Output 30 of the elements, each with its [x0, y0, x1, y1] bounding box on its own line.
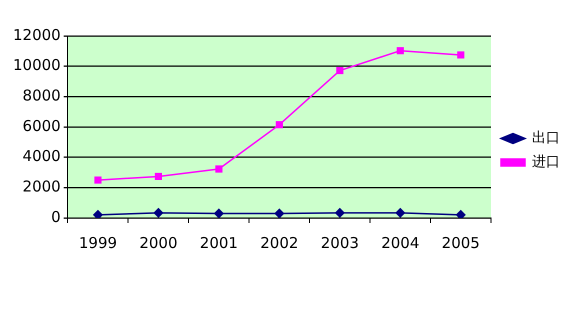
- x-tick-label: 2001: [200, 234, 238, 252]
- point: [456, 210, 466, 218]
- x-tick-label: 2002: [260, 234, 298, 252]
- y-tick-label: 10000: [13, 56, 61, 74]
- point: [154, 208, 164, 218]
- point: [274, 208, 284, 218]
- point: [336, 67, 344, 74]
- point: [215, 165, 222, 173]
- x-tick-label: 2000: [139, 234, 178, 252]
- point: [276, 121, 283, 128]
- y-tick-label: 4000: [22, 147, 61, 166]
- point: [396, 208, 406, 218]
- point: [93, 210, 103, 218]
- x-tick-label: 2003: [320, 234, 359, 252]
- x-tick-label: 2005: [442, 234, 480, 252]
- point: [457, 51, 464, 59]
- legend-label: 进口: [532, 154, 560, 170]
- y-tick-label: 12000: [13, 26, 61, 44]
- y-tick-label: 2000: [22, 178, 61, 196]
- y-tick-label: 0: [51, 208, 61, 226]
- point: [214, 208, 224, 218]
- point: [154, 172, 162, 180]
- x-tick-label: 1999: [78, 234, 118, 252]
- legend-label: 出口: [532, 130, 560, 146]
- point: [396, 47, 404, 54]
- y-tick-label: 8000: [22, 86, 61, 105]
- point: [335, 208, 345, 218]
- point: [94, 176, 102, 184]
- y-tick-label: 6000: [22, 116, 61, 135]
- x-tick-label: 2004: [381, 234, 420, 252]
